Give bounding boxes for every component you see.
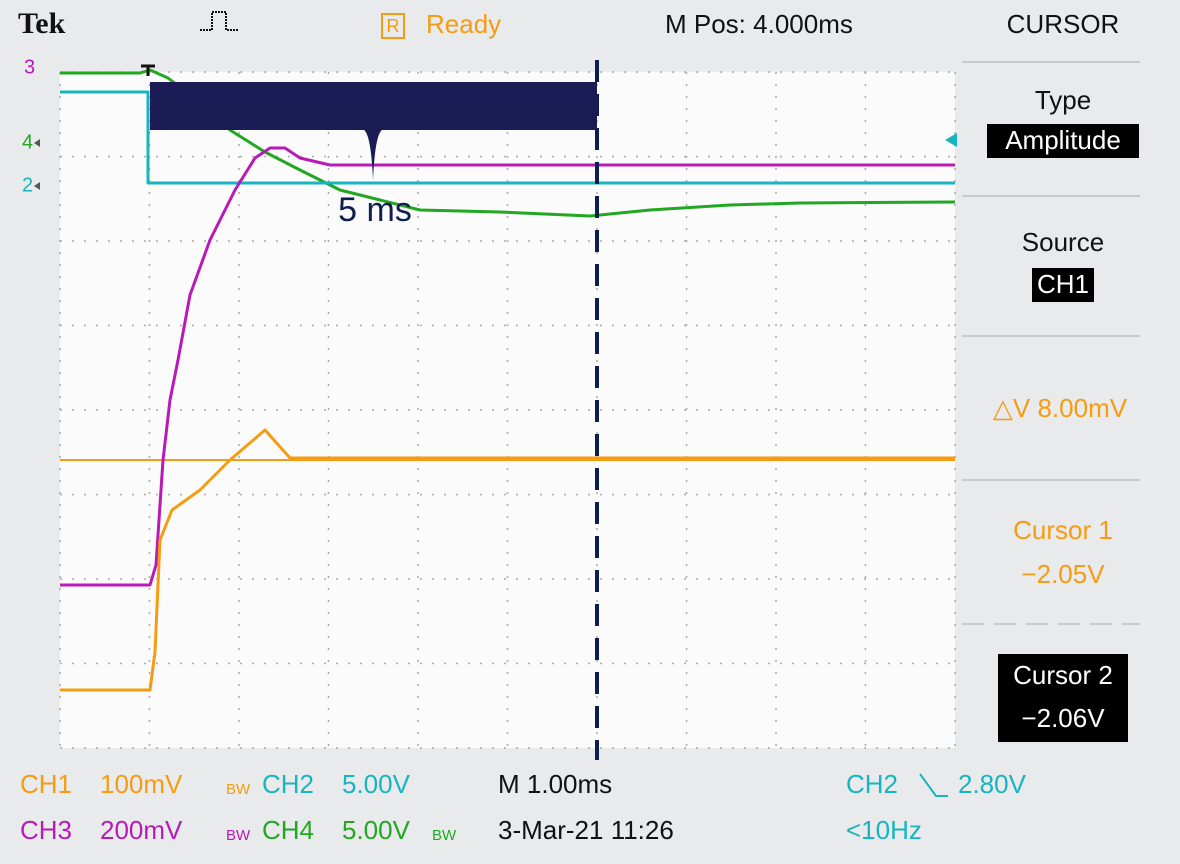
ch4-scale: 5.00V (342, 815, 411, 845)
ch4-bw: BW (432, 827, 457, 844)
frequency: <10Hz (846, 815, 922, 845)
status-icon-box (381, 13, 405, 39)
date: 3-Mar-21 11:26 (498, 815, 674, 845)
menu-value-box (1032, 268, 1094, 302)
ch3-label: CH3 (20, 815, 72, 845)
ch3-trace (60, 146, 955, 587)
cursor1-label: Cursor 1 (1013, 515, 1113, 545)
ch4-trace (60, 68, 956, 218)
menu-title: CURSOR (1007, 9, 1120, 39)
ch4-label: CH4 (262, 815, 314, 845)
status: Ready (426, 9, 501, 39)
annotation: 5 ms (338, 191, 412, 229)
cursor1-value: −2.05V (1021, 559, 1105, 589)
trigger-icon (200, 11, 238, 31)
cursor2-value: −2.06V (1021, 703, 1105, 733)
position: M Pos: 4.000ms (665, 9, 853, 39)
trigger-source: CH2 (846, 769, 898, 799)
ch2-marker: 2 (22, 174, 33, 196)
ch1-bw: BW (226, 781, 251, 798)
ch3-bw: BW (226, 827, 251, 844)
delta-readout: △V 8.00mV (993, 393, 1128, 423)
trigger-position-marker (141, 64, 155, 76)
ch4-marker: 4 (22, 131, 33, 153)
cursor2-label: Cursor 2 (1013, 660, 1113, 690)
graticule (59, 71, 956, 749)
marker-arrows (34, 139, 40, 190)
trigger-level: 2.80V (958, 769, 1027, 799)
cursor2-box (998, 654, 1128, 742)
ch2-trace (60, 90, 955, 185)
menu-value-box (987, 124, 1139, 158)
ch1-trace (60, 428, 955, 692)
trigger-level-marker (945, 133, 957, 147)
ch3-marker: 3 (24, 56, 35, 78)
time-brace (150, 82, 597, 180)
ch2-scale: 5.00V (342, 769, 411, 799)
ch1-label: CH1 (20, 769, 72, 799)
menu-value: CH1 (1037, 269, 1089, 299)
status-icon: R (387, 16, 400, 36)
menu-label: Type (1035, 85, 1091, 115)
brand: Tek (18, 7, 66, 40)
ch2-label: CH2 (262, 769, 314, 799)
ch1-scale: 100mV (100, 769, 183, 799)
menu-value: Amplitude (1005, 125, 1121, 155)
timebase: M 1.00ms (498, 769, 612, 799)
menu-label: Source (1022, 227, 1104, 257)
trigger-slope-icon (919, 773, 948, 797)
ch3-scale: 200mV (100, 815, 183, 845)
